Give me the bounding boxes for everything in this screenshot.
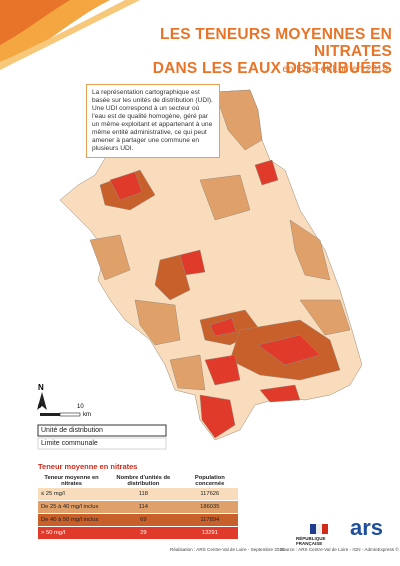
table-header: Teneur moyenne en nitrates Nombre d'unit… [38, 474, 238, 488]
table-row: ≤ 25 mg/l 118 117626 [38, 488, 238, 501]
header-cell: Nombre d'unités de distribution [116, 475, 171, 487]
title-line: DANS LES EAUX DISTRIBUÉES [152, 60, 392, 77]
title: LES TENEURS MOYENNES EN NITRATES DANS LE… [120, 26, 392, 77]
cell: 13291 [181, 526, 238, 540]
cell: 114 [105, 500, 182, 514]
legend-table: Teneur moyenne en nitrates Nombre d'unit… [38, 474, 238, 540]
subtitle: en Eure-et-Loir en 2019 [282, 64, 388, 75]
footer-source: Source : ARS Centre-Val de Loire - IGN -… [280, 547, 399, 552]
cell: 29 [105, 526, 182, 540]
table-row: De 40 à 50 mg/l inclus 69 117894 [38, 513, 238, 527]
table-row: > 50 mg/l 29 13291 [38, 526, 238, 540]
legend-title: Teneur moyenne en nitrates [38, 462, 138, 471]
scale-label: 0 [38, 404, 42, 410]
logo-republique: RÉPUBLIQUE FRANÇAISE [296, 536, 326, 546]
title-line: LES TENEURS MOYENNES EN NITRATES [160, 26, 392, 60]
table-row: De 25 à 40 mg/l inclus 114 186035 [38, 500, 238, 514]
logo-ars: ars [350, 515, 384, 540]
north-label: N [38, 383, 44, 392]
scale-unit: km [83, 412, 91, 418]
cell: > 50 mg/l [38, 526, 106, 540]
cell: 186035 [181, 500, 238, 514]
info-box: La représentation cartographique est bas… [86, 84, 220, 158]
cell: 69 [105, 513, 182, 527]
legend-entry: Limite communale [41, 440, 98, 447]
header-cell: Teneur moyenne en nitrates [44, 475, 99, 487]
cell: ≤ 25 mg/l [38, 488, 106, 501]
cell: De 40 à 50 mg/l inclus [38, 513, 106, 527]
scale-label: 10 [77, 404, 84, 410]
header-cell: Population concernée [194, 475, 225, 487]
cell: De 25 à 40 mg/l inclus [38, 500, 106, 514]
legend-entry: Unité de distribution [41, 427, 103, 434]
footer-credit: Réalisation : ARS Centre-Val de Loire - … [170, 547, 285, 552]
cell: 117626 [181, 488, 238, 501]
cell: 117894 [181, 513, 238, 527]
cell: 118 [105, 488, 182, 501]
